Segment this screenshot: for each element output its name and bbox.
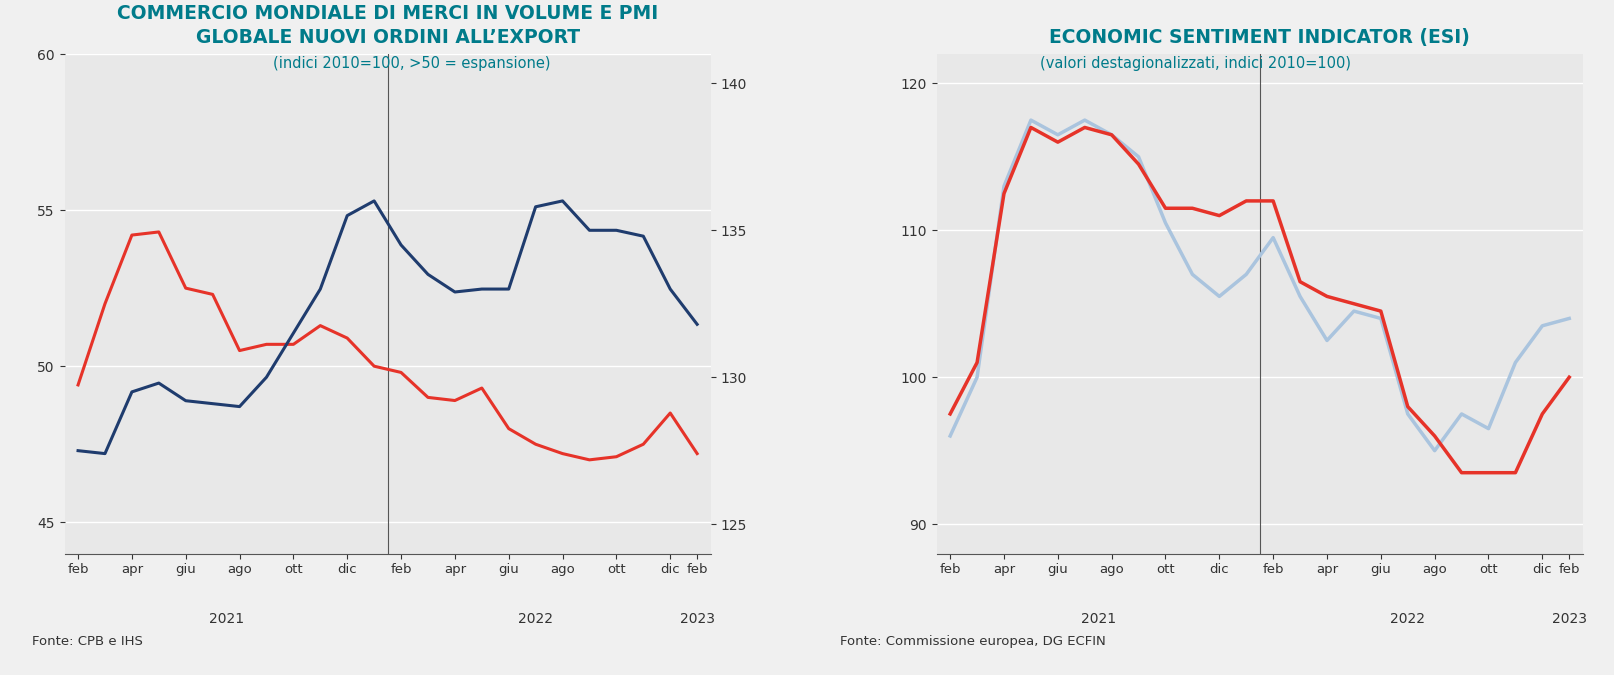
Text: Fonte: Commissione europea, DG ECFIN: Fonte: Commissione europea, DG ECFIN (839, 635, 1106, 648)
Text: (indici 2010=100, >50 = espansione): (indici 2010=100, >50 = espansione) (273, 56, 550, 71)
Text: 2021: 2021 (1080, 612, 1115, 626)
Text: 2021: 2021 (208, 612, 244, 626)
Title: COMMERCIO MONDIALE DI MERCI IN VOLUME E PMI
GLOBALE NUOVI ORDINI ALL’EXPORT: COMMERCIO MONDIALE DI MERCI IN VOLUME E … (116, 5, 659, 47)
Text: 2023: 2023 (1551, 612, 1587, 626)
Text: (valori destagionalizzati, indici 2010=100): (valori destagionalizzati, indici 2010=1… (1039, 56, 1349, 71)
Title: ECONOMIC SENTIMENT INDICATOR (ESI): ECONOMIC SENTIMENT INDICATOR (ESI) (1049, 28, 1469, 47)
Text: Fonte: CPB e IHS: Fonte: CPB e IHS (32, 635, 144, 648)
Text: 2023: 2023 (679, 612, 715, 626)
Text: 2022: 2022 (518, 612, 554, 626)
Text: 2022: 2022 (1390, 612, 1425, 626)
